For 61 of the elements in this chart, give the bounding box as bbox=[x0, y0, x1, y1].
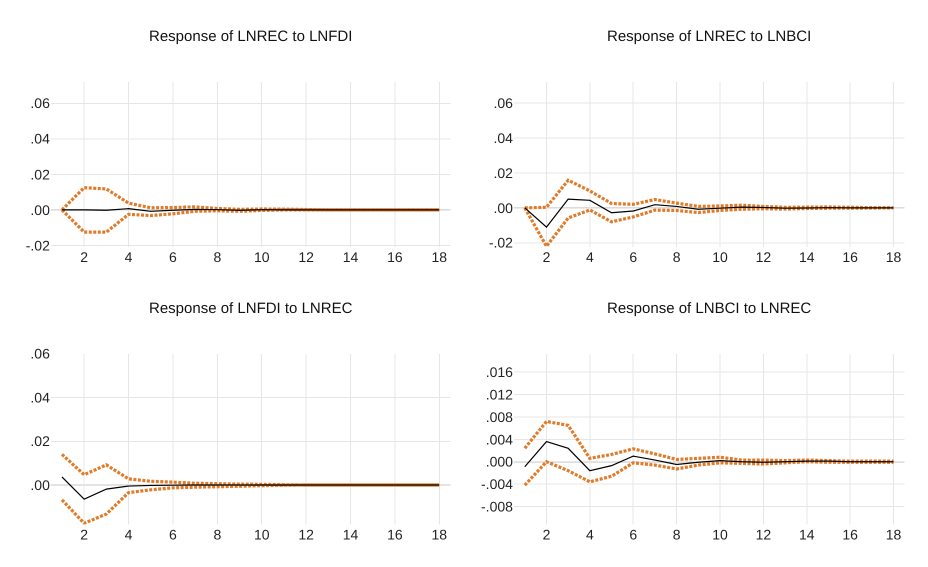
y-tick-label: -.008 bbox=[481, 498, 514, 514]
y-tick-label: .00 bbox=[30, 476, 50, 493]
y-tick-label: .000 bbox=[486, 454, 514, 470]
y-tick-label: .06 bbox=[493, 94, 514, 111]
x-tick-label: 8 bbox=[213, 526, 222, 542]
x-tick-label: 18 bbox=[886, 249, 902, 266]
x-tick-label: 8 bbox=[672, 526, 681, 542]
x-tick-label: 12 bbox=[298, 526, 314, 542]
x-tick-label: 4 bbox=[586, 526, 594, 542]
y-tick-label: -.02 bbox=[488, 234, 514, 251]
y-tick-label: .04 bbox=[30, 389, 50, 406]
x-tick-label: 18 bbox=[431, 526, 448, 542]
x-tick-label: 4 bbox=[586, 249, 594, 266]
x-tick-label: 12 bbox=[298, 249, 314, 266]
y-tick-label: .012 bbox=[486, 386, 514, 403]
chart-title: Response of LNREC to LNBCI bbox=[607, 28, 812, 45]
y-tick-label: .004 bbox=[486, 431, 514, 448]
x-tick-label: 10 bbox=[254, 249, 270, 266]
y-tick-label: -.02 bbox=[26, 237, 50, 254]
x-tick-label: 16 bbox=[387, 249, 403, 266]
x-tick-label: 4 bbox=[124, 249, 133, 266]
x-tick-label: 12 bbox=[756, 249, 772, 266]
x-tick-label: 10 bbox=[254, 526, 270, 542]
x-tick-label: 8 bbox=[672, 249, 681, 266]
x-tick-label: 12 bbox=[756, 526, 772, 542]
x-tick-label: 14 bbox=[342, 526, 358, 542]
x-tick-label: 16 bbox=[842, 526, 858, 542]
x-tick-label: 18 bbox=[886, 526, 902, 542]
y-tick-label: .04 bbox=[493, 130, 514, 146]
y-tick-label: .02 bbox=[30, 166, 50, 182]
y-tick-label: .008 bbox=[486, 408, 514, 425]
chart-title: Response of LNBCI to LNREC bbox=[607, 300, 812, 317]
y-tick-label: .06 bbox=[30, 346, 50, 362]
x-tick-label: 8 bbox=[213, 249, 222, 266]
x-tick-label: 16 bbox=[842, 249, 858, 266]
x-tick-label: 2 bbox=[80, 249, 88, 266]
chart-title: Response of LNREC to LNFDI bbox=[149, 28, 352, 45]
x-tick-label: 16 bbox=[387, 526, 403, 542]
x-tick-label: 2 bbox=[542, 526, 551, 542]
x-tick-label: 6 bbox=[629, 526, 638, 542]
x-tick-label: 10 bbox=[712, 249, 728, 266]
x-tick-label: 2 bbox=[80, 526, 88, 542]
x-tick-label: 14 bbox=[798, 526, 815, 542]
x-tick-label: 6 bbox=[629, 249, 638, 266]
x-tick-label: 10 bbox=[712, 526, 728, 542]
x-tick-label: 14 bbox=[342, 249, 358, 266]
chart-title: Response of LNFDI to LNREC bbox=[149, 300, 353, 317]
x-tick-label: 14 bbox=[798, 249, 815, 266]
x-tick-label: 18 bbox=[431, 249, 448, 266]
y-tick-label: -.004 bbox=[481, 476, 514, 492]
y-tick-label: .02 bbox=[493, 164, 514, 181]
y-tick-label: .06 bbox=[30, 95, 50, 112]
y-tick-label: .00 bbox=[30, 202, 50, 218]
y-tick-label: .02 bbox=[30, 433, 50, 450]
y-tick-label: .04 bbox=[30, 130, 50, 147]
x-tick-label: 6 bbox=[169, 249, 178, 266]
x-tick-label: 6 bbox=[169, 526, 178, 542]
x-tick-label: 2 bbox=[542, 249, 551, 266]
x-tick-label: 4 bbox=[124, 526, 133, 542]
y-tick-label: .00 bbox=[493, 200, 514, 216]
y-tick-label: .016 bbox=[486, 364, 514, 380]
